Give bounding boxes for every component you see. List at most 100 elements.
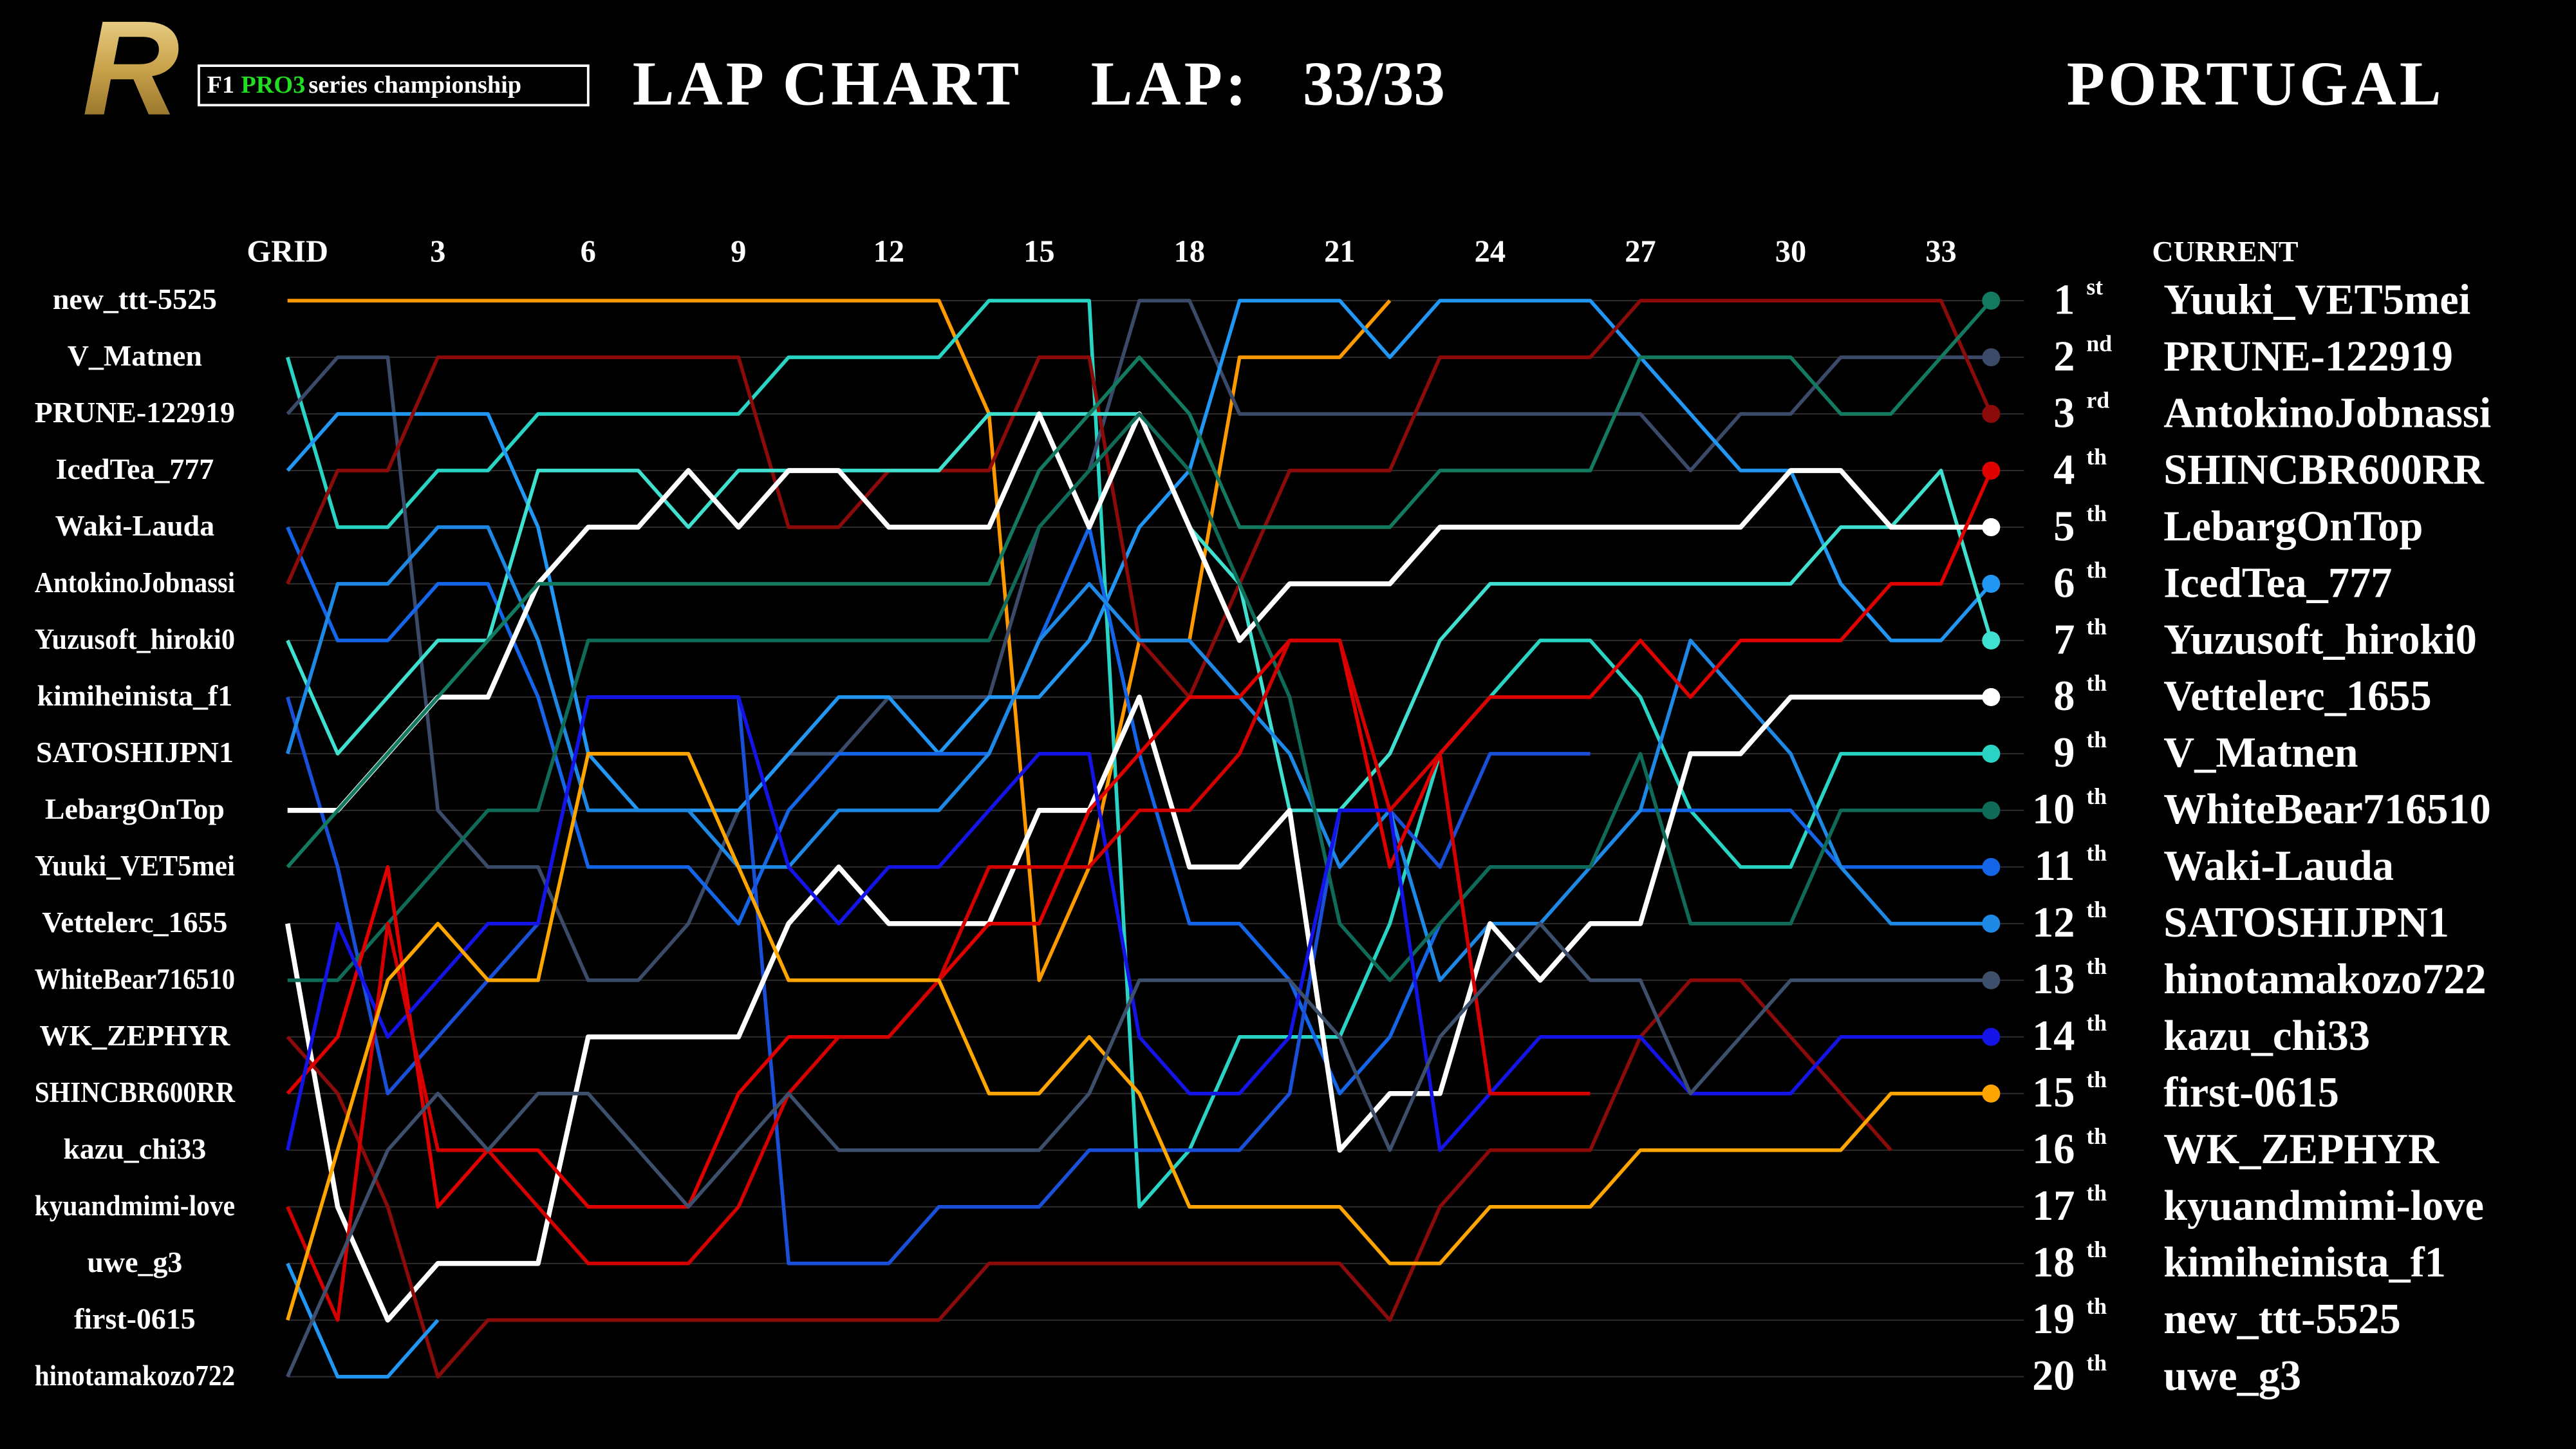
finish-dot <box>1982 801 2001 819</box>
finish-dot <box>1982 348 2001 367</box>
position-number: 6 <box>2053 559 2075 606</box>
current-driver: Waki-Lauda <box>2163 843 2394 890</box>
driver-line <box>286 922 1992 1378</box>
current-driver: WK_ZEPHYR <box>2163 1126 2440 1173</box>
x-tick-label: 18 <box>1174 235 1205 269</box>
x-tick-label: 6 <box>581 235 596 269</box>
driver-line <box>286 299 1993 812</box>
lap-value: 33/33 <box>1303 50 1445 118</box>
lap-label: LAP: <box>1091 50 1250 118</box>
finish-dot <box>1982 404 2001 424</box>
logo-series: series championship <box>308 71 521 98</box>
current-driver: hinotamakozo722 <box>2163 956 2486 1003</box>
position-suffix: th <box>2086 670 2107 696</box>
finish-dot <box>1982 574 2001 593</box>
finish-dot <box>1982 687 2001 706</box>
grid-driver: PRUNE-122919 <box>35 396 235 429</box>
position-number: 3 <box>2053 389 2075 436</box>
grid-driver: hinotamakozo722 <box>35 1359 235 1392</box>
position-number: 2 <box>2053 333 2075 380</box>
position-number: 12 <box>2032 899 2075 946</box>
grid-driver: first-0615 <box>74 1302 196 1335</box>
logo-f1: F1 <box>207 71 235 98</box>
driver-line <box>286 525 1992 982</box>
grid-driver: Yuzusoft_hiroki0 <box>35 622 235 655</box>
position-number: 10 <box>2032 786 2075 833</box>
position-suffix: th <box>2086 1293 2107 1319</box>
grid-driver: kazu_chi33 <box>63 1132 206 1165</box>
position-number: 11 <box>2035 843 2075 890</box>
current-driver: SATOSHIJPN1 <box>2163 899 2449 946</box>
current-driver: PRUNE-122919 <box>2163 333 2453 380</box>
grid-driver: new_ttt-5525 <box>53 283 217 315</box>
x-tick-label: 33 <box>1925 235 1956 269</box>
position-suffix: nd <box>2086 330 2112 356</box>
x-tick-label: 27 <box>1625 235 1656 269</box>
x-tick-label: GRID <box>247 235 328 269</box>
x-tick-label: 12 <box>873 235 904 269</box>
position-suffix: th <box>2086 1067 2107 1092</box>
current-driver: V_Matnen <box>2163 729 2358 776</box>
driver-line <box>286 752 1992 1321</box>
current-driver: LebargOnTop <box>2163 503 2423 550</box>
position-suffix: th <box>2086 1350 2107 1376</box>
position-suffix: th <box>2086 1237 2107 1262</box>
grid-driver: kimiheinista_f1 <box>37 679 233 712</box>
current-driver: AntokinoJobnassi <box>2163 389 2491 436</box>
position-suffix: th <box>2086 1010 2107 1036</box>
grid-driver: SATOSHIJPN1 <box>36 736 234 769</box>
grid-driver: AntokinoJobnassi <box>35 566 236 599</box>
current-driver: WhiteBear716510 <box>2163 786 2491 833</box>
driver-line <box>286 299 1993 699</box>
current-driver: uwe_g3 <box>2163 1352 2301 1399</box>
grid-driver: uwe_g3 <box>87 1246 182 1278</box>
current-driver: kyuandmimi-love <box>2163 1183 2484 1229</box>
grid-driver: Waki-Lauda <box>55 509 215 542</box>
title: LAP CHART <box>633 50 1023 118</box>
finish-dot <box>1982 744 2001 763</box>
position-suffix: th <box>2086 444 2107 469</box>
finish-dot <box>1982 1027 2001 1046</box>
finish-dot <box>1982 914 2001 933</box>
driver-line <box>286 469 1993 1209</box>
current-driver: kazu_chi33 <box>2163 1013 2370 1060</box>
logo-box <box>198 64 590 107</box>
position-number: 15 <box>2032 1069 2075 1116</box>
grid-driver: Yuuki_VET5mei <box>35 849 236 882</box>
grid-driver: Vettelerc_1655 <box>42 906 227 939</box>
position-number: 16 <box>2032 1126 2075 1173</box>
position-suffix: th <box>2086 1123 2107 1149</box>
position-number: 13 <box>2032 956 2075 1003</box>
grid-driver: SHINCBR600RR <box>35 1076 236 1108</box>
position-suffix: th <box>2086 557 2107 583</box>
current-driver: Yuuki_VET5mei <box>2163 276 2470 323</box>
current-driver: kimiheinista_f1 <box>2163 1239 2446 1286</box>
position-suffix: st <box>2086 274 2103 299</box>
grid-driver: kyuandmimi-love <box>35 1189 235 1222</box>
position-suffix: rd <box>2086 387 2109 413</box>
finish-dot <box>1982 857 2001 876</box>
position-number: 19 <box>2032 1296 2075 1343</box>
position-number: 18 <box>2032 1239 2075 1286</box>
finish-dot <box>1982 1084 2001 1103</box>
finish-dot <box>1982 518 2001 537</box>
grid-driver: WhiteBear716510 <box>35 962 235 995</box>
grid-driver: WK_ZEPHYR <box>39 1019 230 1052</box>
logo-pro3: PRO3 <box>241 71 305 98</box>
current-driver: IcedTea_777 <box>2163 559 2392 606</box>
driver-line <box>287 412 1992 982</box>
position-suffix: th <box>2086 783 2107 809</box>
finish-dot <box>1982 461 2001 480</box>
x-tick-label: 3 <box>430 235 445 269</box>
position-suffix: th <box>2086 840 2107 866</box>
grid-driver: LebargOnTop <box>45 792 225 825</box>
grid-driver: V_Matnen <box>68 339 202 372</box>
logo-letter: R <box>82 0 180 144</box>
position-number: 4 <box>2053 446 2075 493</box>
position-number: 1 <box>2053 276 2075 323</box>
driver-line <box>286 299 1992 982</box>
x-tick-label: 9 <box>731 235 746 269</box>
position-number: 14 <box>2032 1013 2075 1060</box>
series-lines <box>285 299 1993 1379</box>
